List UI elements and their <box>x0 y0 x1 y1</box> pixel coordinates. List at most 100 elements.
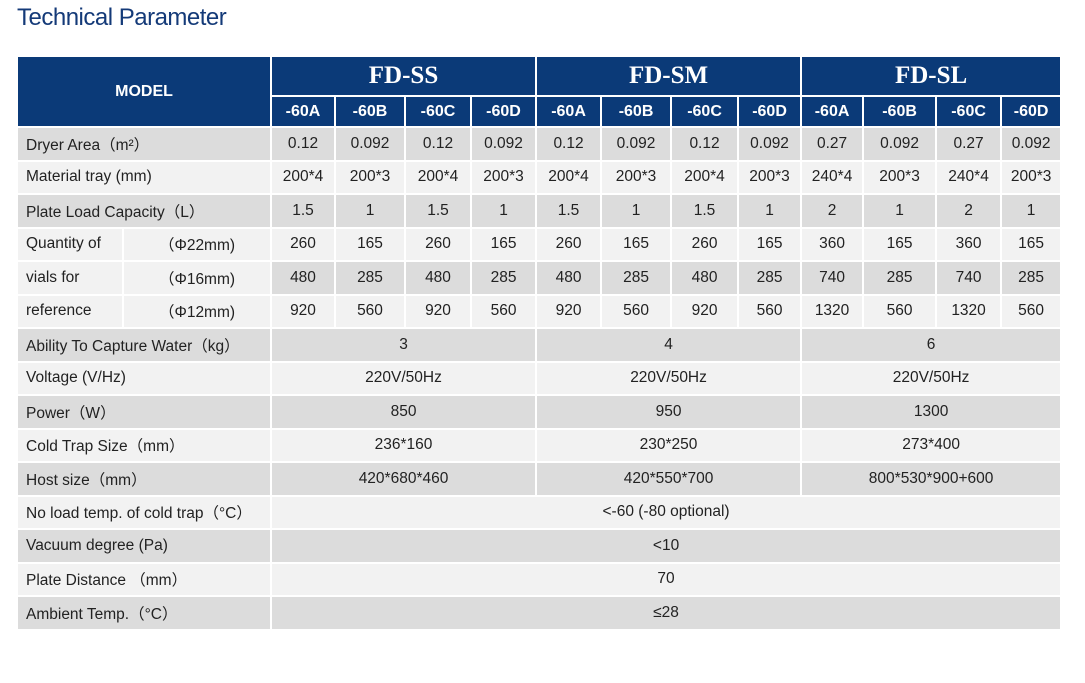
cell: 200*3 <box>737 159 803 195</box>
cell: 260 <box>404 226 472 262</box>
row-cold_trap_size: Cold Trap Size（mm） 236*160 230*250 273*400 <box>16 427 1063 463</box>
cell: 165 <box>862 226 938 262</box>
cell: 1 <box>469 193 538 229</box>
page-title: Technical Parameter <box>17 4 227 31</box>
cell: 1.5 <box>670 193 740 229</box>
cell: 1320 <box>935 293 1003 329</box>
variant-header: -60C <box>935 95 1003 128</box>
cell: 285 <box>737 260 803 296</box>
cell: 560 <box>737 293 803 329</box>
cell: 285 <box>1000 260 1063 296</box>
cell: 0.12 <box>270 126 336 162</box>
cell: 2 <box>935 193 1003 229</box>
cell: 285 <box>334 260 406 296</box>
cell: 230*250 <box>535 427 803 463</box>
row-label: Dryer Area（m²） <box>16 126 272 162</box>
vials-label-line: vials for <box>16 260 124 296</box>
cell: 165 <box>469 226 538 262</box>
vial-size-label: （Φ22mm) <box>122 226 272 262</box>
cell: 240*4 <box>800 159 865 195</box>
row-plate_load: Plate Load Capacity（L） 1.5 1 1.5 1 1.5 1 1.5 1 2 1… <box>16 193 1063 229</box>
row-label: Plate Load Capacity（L） <box>16 193 272 229</box>
cell: 1320 <box>800 293 865 329</box>
row-label: Vacuum degree (Pa) <box>16 528 272 564</box>
cell: 0.12 <box>404 126 472 162</box>
cell: 1.5 <box>404 193 472 229</box>
row-label: Cold Trap Size（mm） <box>16 427 272 463</box>
cell: 273*400 <box>800 427 1063 463</box>
group-header: FD-SL <box>800 55 1063 97</box>
cell: 920 <box>270 293 336 329</box>
row-label: Material tray (mm) <box>16 159 272 195</box>
cell: <-60 (-80 optional) <box>269 494 1063 530</box>
cell: 285 <box>600 260 673 296</box>
cell: 0.27 <box>800 126 865 162</box>
variant-header: -60A <box>800 95 865 128</box>
cell: 165 <box>737 226 803 262</box>
cell: 0.12 <box>670 126 740 162</box>
cell: 360 <box>935 226 1003 262</box>
cell: 1 <box>1000 193 1063 229</box>
cell: 165 <box>1000 226 1063 262</box>
cell: 1 <box>862 193 938 229</box>
row-vacuum: Vacuum degree (Pa) <10 <box>16 528 1063 564</box>
cell: 200*4 <box>270 159 336 195</box>
row-label: Power（W） <box>16 394 272 430</box>
row-label: Ability To Capture Water（kg） <box>16 327 272 363</box>
variant-header: -60B <box>334 95 406 128</box>
cell: 0.092 <box>600 126 673 162</box>
cell: 260 <box>270 226 336 262</box>
cell: 920 <box>535 293 603 329</box>
variant-header: -60B <box>862 95 938 128</box>
variant-header: -60B <box>600 95 673 128</box>
cell: 200*3 <box>862 159 938 195</box>
cell: 2 <box>800 193 865 229</box>
variant-header: -60C <box>404 95 472 128</box>
cell: 236*160 <box>269 427 538 463</box>
cell: 560 <box>1000 293 1063 329</box>
row-ambient: Ambient Temp.（°C） ≤28 <box>16 595 1063 631</box>
row-vials: reference （Φ12mm) 920 560 920 560 920 560 920 560… <box>16 293 1063 329</box>
row-vials: vials for （Φ16mm) 480 285 480 285 480 285 480 285… <box>16 260 1063 296</box>
cell: 740 <box>800 260 865 296</box>
cell: 260 <box>670 226 740 262</box>
variant-header: -60D <box>737 95 803 128</box>
cell: 200*4 <box>670 159 740 195</box>
row-label: Plate Distance （mm） <box>16 561 272 597</box>
row-plate_distance: Plate Distance （mm） 70 <box>16 561 1063 597</box>
cell: 200*3 <box>334 159 406 195</box>
cell: 1 <box>737 193 803 229</box>
cell: 3 <box>269 327 538 363</box>
row-voltage: Voltage (V/Hz) 220V/50Hz 220V/50Hz 220V/50H… <box>16 360 1063 396</box>
cell: 420*550*700 <box>535 461 803 497</box>
cell: 0.12 <box>535 126 603 162</box>
cell: 0.092 <box>1000 126 1063 162</box>
cell: 285 <box>469 260 538 296</box>
row-host_size: Host size（mm） 420*680*460 420*550*700 800*5… <box>16 461 1063 497</box>
row-dryer_area: Dryer Area（m²） 0.12 0.092 0.12 0.092 0.12 0.09… <box>16 126 1063 162</box>
spec-table: MODEL FD-SS FD-SM FD-SL -60A -60B -60C -60D… <box>16 55 1063 631</box>
cell: <10 <box>269 528 1063 564</box>
cell: 165 <box>600 226 673 262</box>
row-no_load_temp: No load temp. of cold trap（°C） <-60 (-80 … <box>16 494 1063 530</box>
vial-size-label: （Φ16mm) <box>122 260 272 296</box>
cell: 480 <box>270 260 336 296</box>
cell: 800*530*900+600 <box>800 461 1063 497</box>
vials-label-line: Quantity of <box>16 226 124 262</box>
row-capture_water: Ability To Capture Water（kg） 3 4 6 <box>16 327 1063 363</box>
cell: 0.092 <box>334 126 406 162</box>
row-label: Ambient Temp.（°C） <box>16 595 272 631</box>
cell: 200*3 <box>600 159 673 195</box>
variant-header: -60D <box>469 95 538 128</box>
cell: 950 <box>535 394 803 430</box>
cell: 560 <box>469 293 538 329</box>
cell: 200*3 <box>469 159 538 195</box>
group-header: FD-SM <box>535 55 803 97</box>
variant-header: -60C <box>670 95 740 128</box>
row-power: Power（W） 850 950 1300 <box>16 394 1063 430</box>
row-label: Voltage (V/Hz) <box>16 360 272 396</box>
cell: 0.092 <box>737 126 803 162</box>
cell: 480 <box>670 260 740 296</box>
cell: 920 <box>404 293 472 329</box>
cell: 920 <box>670 293 740 329</box>
